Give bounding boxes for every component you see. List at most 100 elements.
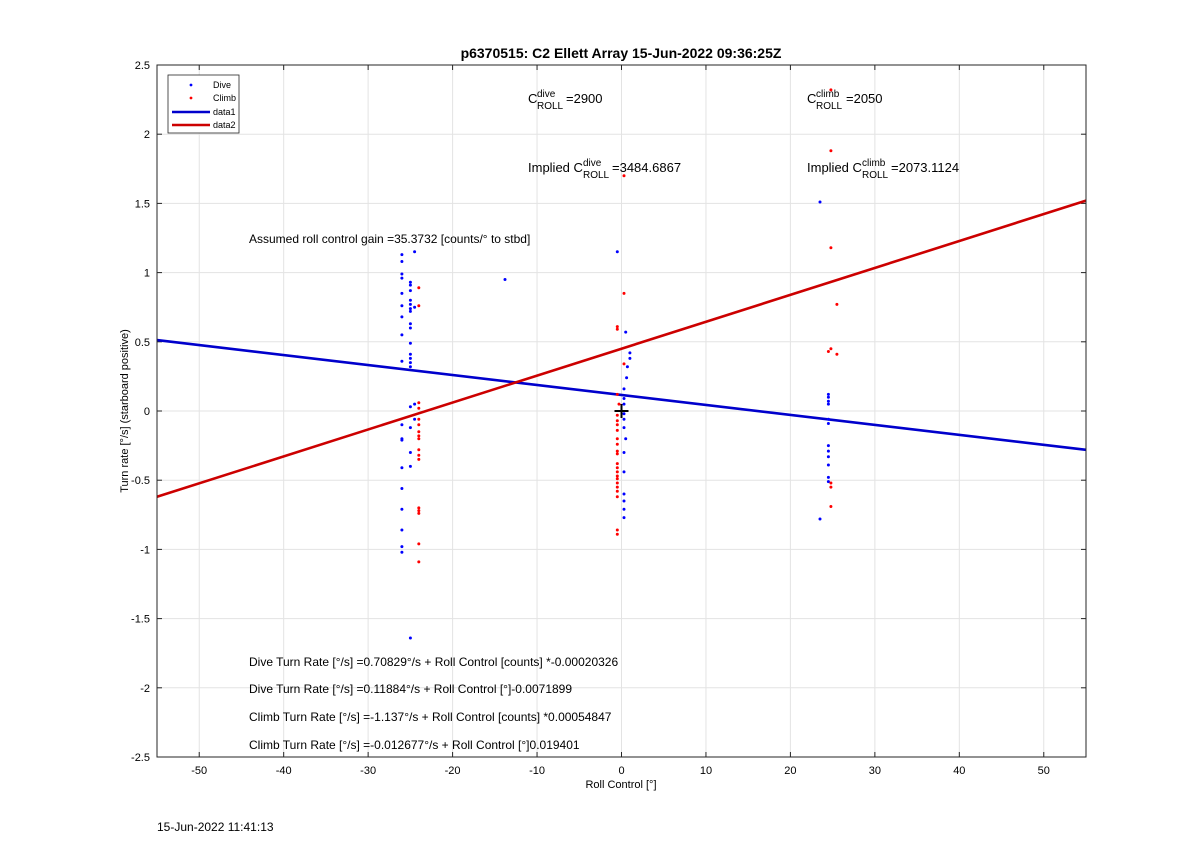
dive-point	[400, 253, 404, 257]
dive-point	[615, 250, 619, 254]
grid	[157, 64, 1086, 758]
climb-point	[615, 419, 619, 423]
climb-point	[615, 452, 619, 456]
climb-point	[835, 352, 839, 356]
cclimb-value: =2050	[846, 91, 883, 106]
dive-point	[408, 451, 412, 454]
svg-text:Implied C: Implied C	[528, 160, 583, 175]
dive-point	[408, 322, 412, 326]
implied-dive-value: =3484.6867	[612, 160, 681, 175]
climb-point	[829, 347, 833, 351]
fit-lines	[156, 199, 1087, 499]
x-tick-label: -40	[276, 765, 292, 777]
climb-point	[417, 560, 421, 564]
dive-point	[408, 283, 412, 287]
svg-text:=2073.1124: =2073.1124	[891, 160, 959, 175]
dive-point	[818, 517, 822, 521]
dive-point	[400, 423, 404, 427]
dive-point	[400, 438, 404, 442]
climb-point	[615, 470, 619, 474]
climb-point	[615, 449, 619, 453]
cdive-sup: dive	[537, 89, 556, 100]
climb-point	[615, 327, 619, 331]
dive-point	[408, 302, 412, 306]
climb-point	[615, 466, 619, 470]
legend-data1-label: data1	[213, 107, 236, 117]
climb-point	[622, 174, 626, 178]
svg-text:C: C	[528, 91, 537, 106]
dive-point	[413, 305, 417, 309]
climb-point	[617, 402, 621, 406]
climb-point	[835, 302, 839, 306]
climb-point	[615, 481, 619, 485]
climb-point	[417, 406, 421, 410]
climb-point	[417, 542, 421, 546]
annotation-eq-dive-degrees: Dive Turn Rate [°/s] =0.11884°/s + Roll …	[249, 682, 572, 696]
dive-point	[400, 276, 404, 280]
cclimb-base: C	[807, 91, 816, 106]
climb-point	[417, 457, 421, 461]
climb-point	[417, 453, 421, 457]
dive-point	[400, 260, 404, 263]
dive-point	[400, 333, 404, 337]
climb-point	[615, 442, 619, 446]
svg-text:dive: dive	[537, 89, 556, 100]
implied-climb-sup: climb	[862, 158, 886, 169]
y-tick-label: 1.5	[135, 198, 150, 210]
climb-point	[615, 392, 619, 396]
dive-point	[408, 356, 412, 360]
dive-point	[400, 550, 404, 554]
x-tick-labels: -50 -40 -30 -20 -10 0 10 20 30 40 50	[191, 765, 1050, 777]
climb-point	[615, 485, 619, 489]
y-tick-label: -0.5	[131, 475, 150, 487]
dive-point	[628, 356, 632, 360]
legend-box	[167, 74, 240, 134]
implied-climb-sub: ROLL	[862, 170, 889, 181]
x-tick-label: 40	[953, 765, 965, 777]
svg-text:ROLL: ROLL	[537, 101, 564, 112]
dive-point	[413, 250, 417, 254]
dive-point	[400, 507, 404, 511]
y-tick-label: -2	[140, 683, 150, 695]
dive-point	[400, 528, 404, 532]
svg-text:=2050: =2050	[846, 91, 883, 106]
y-tick-labels: -2.5 -2 -1.5 -1 -0.5 0 0.5 1 1.5 2 2.5	[131, 60, 150, 764]
implied-dive-sup: dive	[583, 158, 602, 169]
x-tick-label: -50	[191, 765, 207, 777]
climb-point	[417, 509, 421, 513]
climb-point	[417, 423, 421, 427]
climb-point	[829, 481, 833, 485]
dive-point	[625, 365, 629, 369]
climb-point	[829, 485, 833, 489]
dive-point	[622, 412, 626, 416]
dive-point	[622, 451, 626, 454]
cdive-sub: ROLL	[537, 101, 564, 112]
y-tick-label: -1	[140, 544, 150, 556]
dive-point	[408, 326, 412, 330]
dive-point	[826, 402, 830, 406]
implied-climb-value: =2073.1124	[891, 160, 959, 175]
climb-point	[417, 304, 421, 308]
climb-point	[829, 88, 833, 92]
dive-point	[408, 361, 412, 365]
annotation-gain: Assumed roll control gain =35.3732 [coun…	[249, 232, 530, 246]
dive-point	[622, 397, 626, 400]
dive-point	[826, 422, 830, 425]
svg-text:=3484.6867: =3484.6867	[612, 160, 681, 175]
implied-dive-prefix: Implied C	[528, 160, 583, 175]
climb-point	[829, 246, 833, 250]
dive-point	[408, 365, 412, 369]
climb-point	[615, 528, 619, 532]
svg-text:ROLL: ROLL	[862, 170, 889, 181]
dive-point	[622, 387, 626, 391]
data1-line	[156, 338, 1087, 452]
dive-point	[826, 475, 830, 479]
data2-line	[156, 199, 1087, 499]
y-tick-label: 2	[144, 129, 150, 141]
dive-point	[625, 376, 629, 380]
annotation-implied-dive: Implied C dive ROLL =3484.6867	[528, 158, 681, 181]
climb-point	[615, 437, 619, 441]
x-tick-label: 0	[618, 765, 624, 777]
legend-dive-label: Dive	[213, 80, 231, 90]
